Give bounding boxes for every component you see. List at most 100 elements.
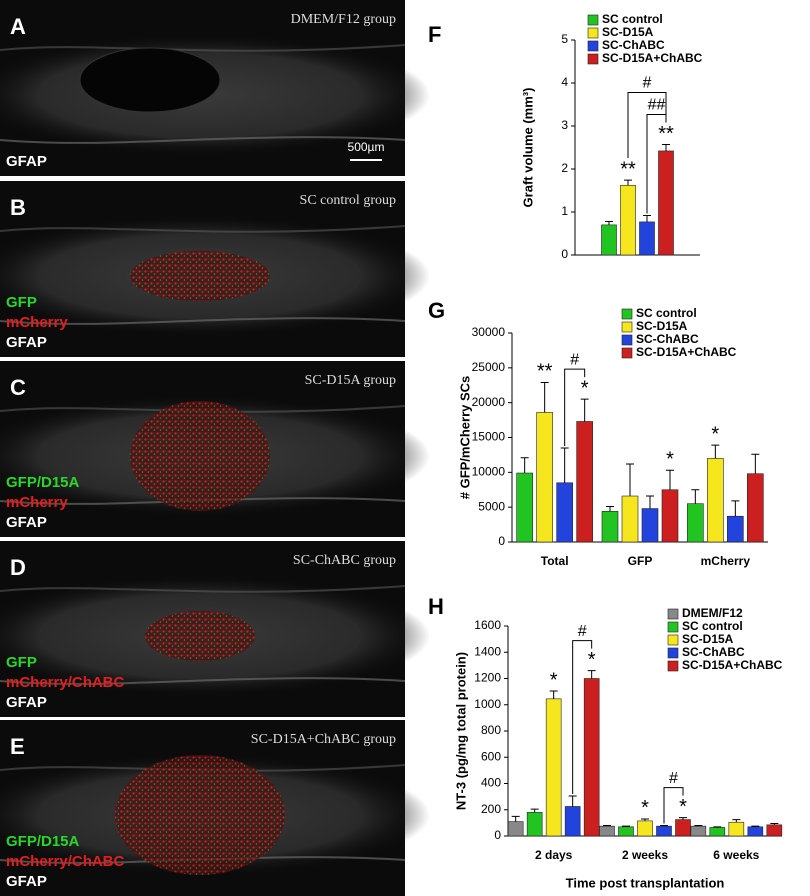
error-bar	[666, 469, 674, 490]
y-tick-label: 600	[481, 749, 501, 763]
comparison-bracket	[564, 368, 586, 446]
panel-letter: A	[10, 14, 26, 39]
bar	[620, 185, 636, 256]
legend-swatch	[587, 53, 599, 65]
x-tick-label: GFP	[628, 554, 653, 568]
bar	[621, 495, 639, 543]
bar	[601, 511, 619, 543]
error-bar	[626, 463, 634, 497]
significance-mark: *	[588, 649, 596, 671]
error-bar	[603, 825, 611, 827]
x-tick-label: 2 days	[535, 848, 573, 862]
legend-label: SC-D15A	[682, 632, 734, 646]
y-tick-label: 10000	[472, 465, 506, 479]
significance-mark: **	[537, 361, 553, 383]
legend-swatch	[587, 40, 599, 52]
bar	[564, 806, 581, 837]
error-bar	[568, 795, 577, 807]
stain-label: GFAP	[6, 694, 47, 711]
bar	[526, 812, 543, 837]
significance-mark: **	[620, 158, 636, 180]
error-bar	[694, 825, 703, 827]
error-bar	[624, 179, 632, 186]
significance-mark: *	[679, 796, 687, 818]
tissue-edge	[0, 677, 406, 685]
panel-letter: B	[10, 195, 26, 220]
y-tick-label: 200	[481, 802, 501, 816]
legend-swatch	[621, 321, 633, 333]
legend-label: SC control	[636, 306, 697, 320]
error-bar	[580, 398, 589, 422]
panel-letter: H	[428, 594, 444, 619]
significance-mark: *	[711, 423, 719, 445]
legend-label: DMEM/F12	[682, 606, 743, 620]
y-tick-label: 15000	[472, 430, 506, 444]
y-axis-label: NT-3 (pg/mg total protein)	[453, 652, 468, 810]
bar	[747, 826, 764, 837]
bar	[661, 489, 679, 543]
bar	[556, 482, 573, 543]
y-tick-label: 4	[561, 75, 568, 89]
y-tick-label: 800	[481, 723, 501, 737]
error-bar	[520, 457, 529, 474]
error-bar	[691, 489, 700, 504]
legend-label: SC-D15A	[602, 25, 654, 39]
stain-label: GFAP	[6, 153, 47, 170]
bar	[637, 820, 653, 837]
error-bar	[641, 818, 649, 821]
panel-letter: F	[428, 22, 441, 47]
bar	[507, 821, 524, 837]
legend-swatch	[667, 608, 679, 620]
tissue-edge	[0, 225, 406, 233]
error-bar	[751, 453, 760, 474]
y-tick-label: 3	[561, 118, 568, 132]
legend-label: SC-ChABC	[602, 38, 665, 52]
legend-label: SC control	[682, 619, 743, 633]
tissue-edge	[0, 585, 406, 593]
error-bar	[560, 447, 569, 483]
significance-mark: *	[641, 797, 649, 819]
error-bar	[662, 143, 670, 151]
scale-bar-label: 500µm	[348, 140, 385, 154]
legend-label: SC control	[602, 12, 663, 26]
stain-label: GFAP	[6, 873, 47, 890]
legend-swatch	[667, 634, 679, 646]
bar	[687, 503, 704, 543]
panel-title: SC-ChABC group	[293, 553, 396, 568]
y-tick-label: 400	[481, 776, 501, 790]
error-bar	[549, 690, 558, 699]
graft	[115, 755, 285, 875]
panel-letter: G	[428, 298, 445, 323]
legend-swatch	[587, 27, 599, 39]
bar	[658, 150, 674, 256]
x-axis-label: Time post transplantation	[566, 875, 725, 890]
y-tick-label: 1000	[474, 697, 501, 711]
error-bar	[711, 444, 720, 459]
significance-mark: *	[581, 377, 589, 399]
panel-title: DMEM/F12 group	[291, 12, 396, 27]
x-tick-label: 2 weeks	[622, 848, 668, 862]
micrograph-panel: E SC-D15A+ChABC group GFP/D15A mCherry/ChAB…	[0, 720, 430, 896]
comparison-label: #	[570, 351, 579, 368]
stain-label: GFAP	[6, 514, 47, 531]
comparison-label: #	[643, 75, 652, 92]
y-tick-label: 0	[498, 534, 505, 548]
bar	[516, 472, 533, 543]
panel-title: SC-D15A group	[305, 373, 396, 388]
legend-swatch	[667, 647, 679, 659]
bar	[690, 825, 707, 837]
bar	[545, 698, 562, 837]
bar	[576, 421, 593, 543]
x-tick-label: 6 weeks	[713, 848, 759, 862]
micrograph-panel: A DMEM/F12 group GFAP 500µm	[0, 0, 430, 176]
error-bar	[660, 825, 668, 827]
bar	[641, 508, 659, 543]
bar	[728, 821, 745, 837]
y-tick-label: 1400	[474, 644, 501, 658]
error-bar	[587, 670, 596, 679]
legend-label: SC-D15A+ChABC	[636, 345, 737, 359]
bar	[707, 458, 724, 543]
error-bar	[679, 817, 687, 820]
stain-label: mCherry	[6, 494, 68, 511]
stain-label: mCherry/ChABC	[6, 853, 125, 870]
